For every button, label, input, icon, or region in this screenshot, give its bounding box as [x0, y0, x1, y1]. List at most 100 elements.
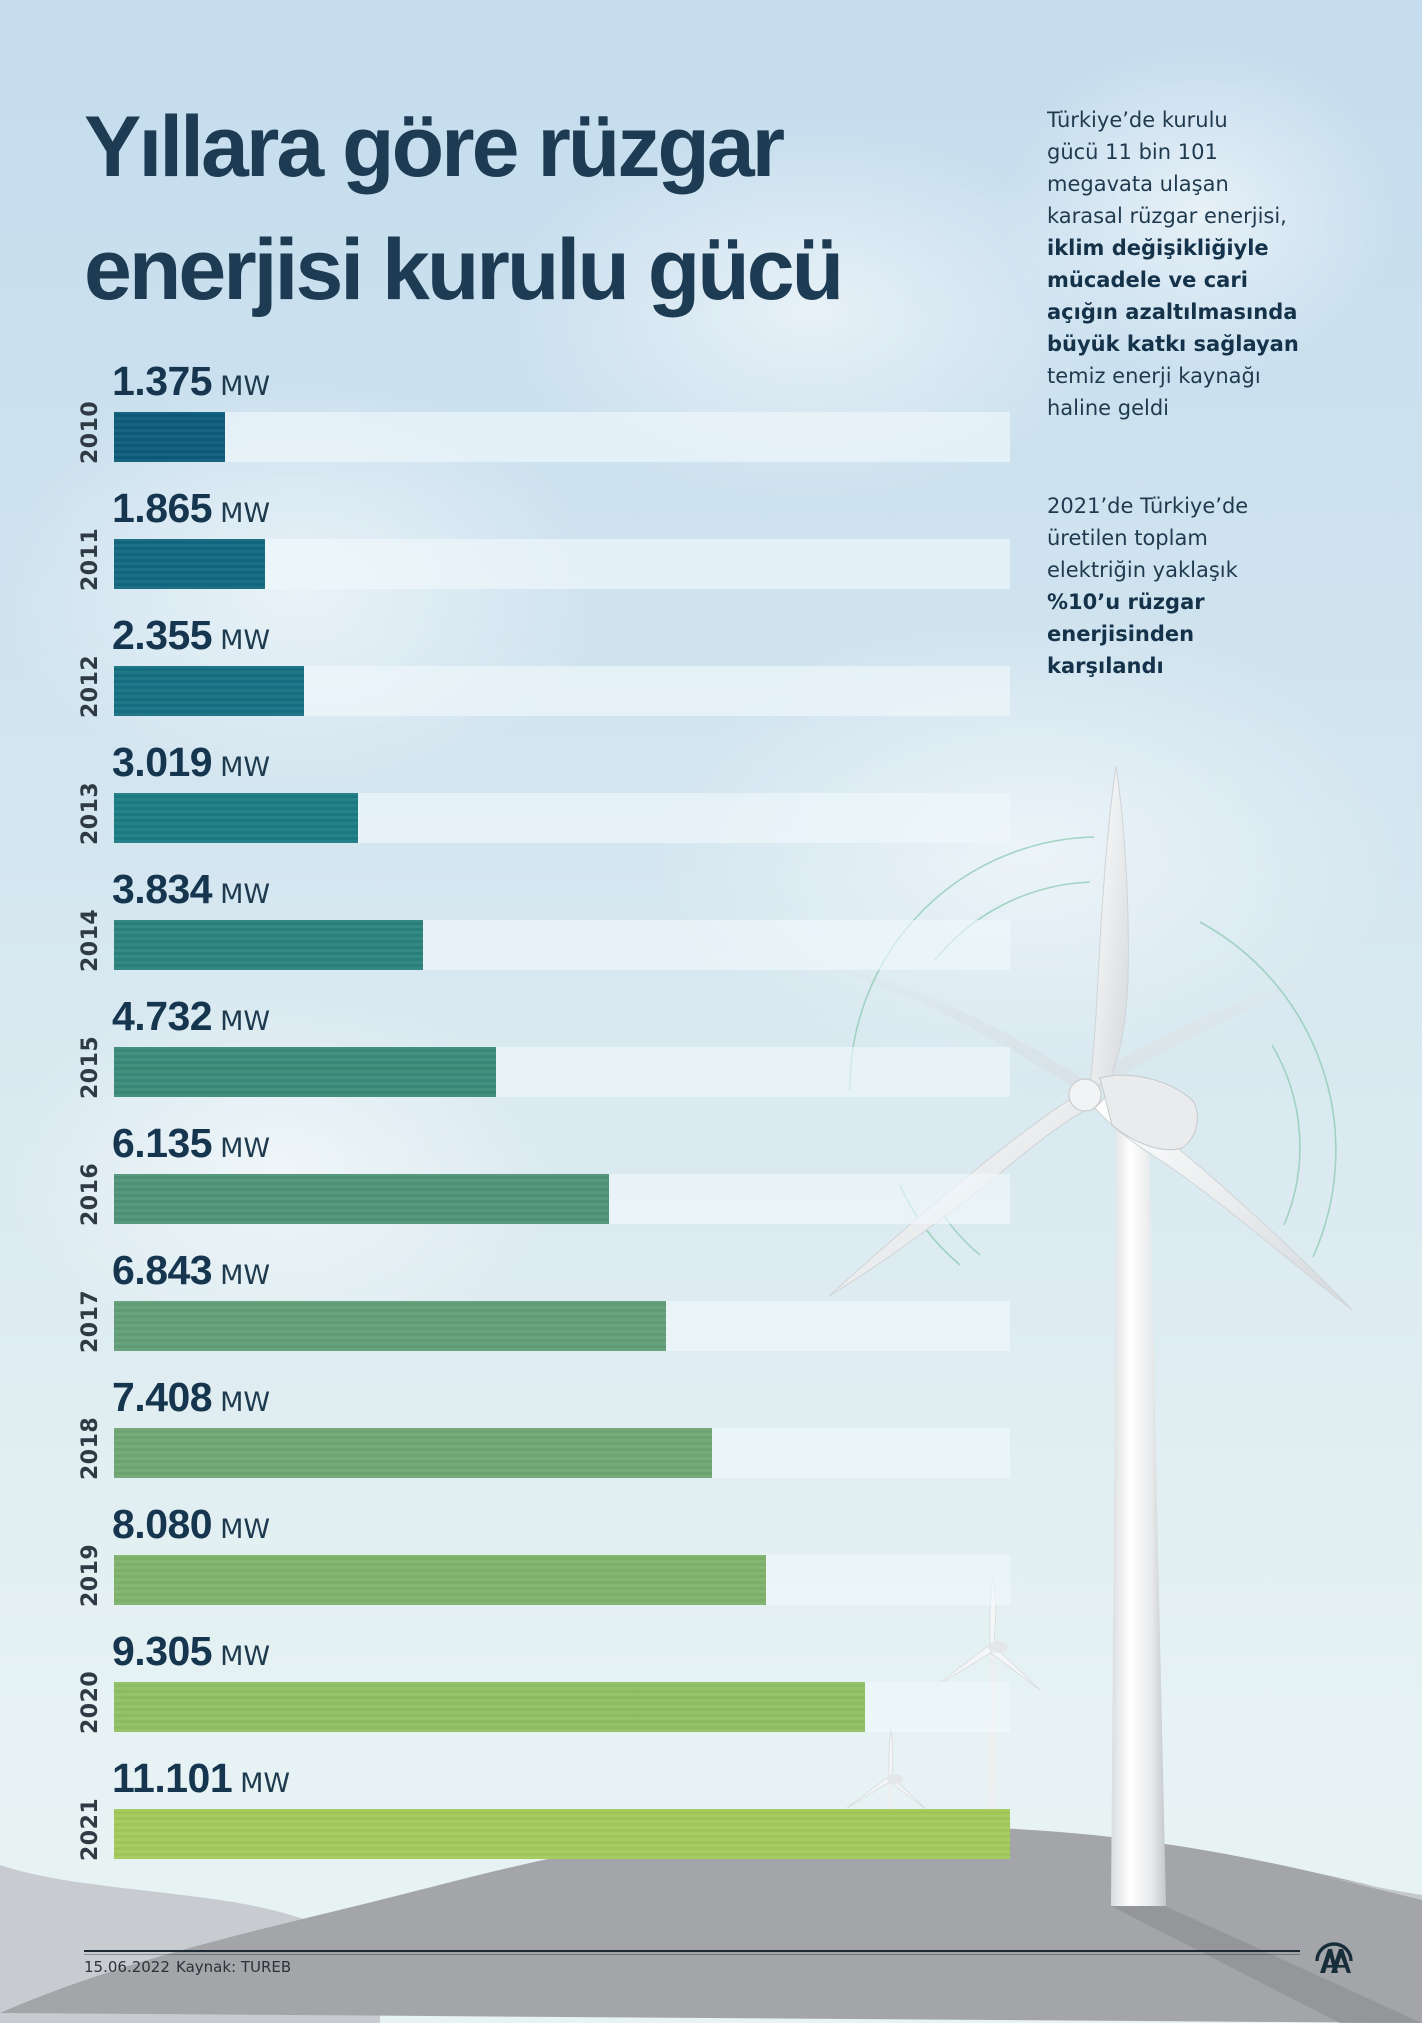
data-label: 1.865 MW	[112, 485, 270, 532]
value-unit: MW	[220, 498, 271, 529]
value-unit: MW	[220, 1641, 271, 1672]
value-unit: MW	[220, 879, 271, 910]
value-number: 6.843	[112, 1247, 213, 1293]
title-line: Yıllara göre rüzgar	[84, 99, 785, 195]
value-number: 3.019	[112, 739, 213, 785]
tower-shadow	[1111, 1906, 1422, 2023]
year-tick-label: 2014	[78, 908, 103, 972]
bar-2012	[114, 666, 305, 716]
turbine-tower	[1111, 1105, 1166, 1906]
text-line: %10’u rüzgar	[1047, 590, 1205, 614]
bar-track	[114, 1809, 1010, 1859]
bar-track	[114, 539, 1010, 589]
footer-source: Kaynak: TUREB	[176, 1958, 292, 1976]
bar-2015	[114, 1047, 496, 1097]
bar-row-2011: 1.865 MW 2011	[0, 479, 1030, 606]
bar-row-2019: 8.080 MW 2019	[0, 1495, 1030, 1622]
description-paragraph: Türkiye’de kurulu gücü 11 bin 101 megavata…	[1047, 104, 1407, 424]
footer-divider-thin	[84, 1954, 1300, 1955]
data-label: 1.375 MW	[112, 358, 270, 405]
year-tick-label: 2016	[78, 1162, 103, 1226]
turbine-hub	[1068, 1078, 1102, 1112]
bar-track	[114, 1555, 1010, 1605]
blade-motion-blur	[800, 960, 1350, 1095]
bar-track	[114, 1174, 1010, 1224]
cloud-decoration	[0, 980, 560, 1360]
turbine-nacelle	[1099, 1074, 1198, 1151]
value-number: 1.865	[112, 485, 213, 531]
turbine-blade	[1089, 765, 1129, 1086]
text-line: karasal rüzgar enerjisi,	[1047, 204, 1287, 228]
text-line: megavata ulaşan	[1047, 172, 1229, 196]
bar-row-2015: 4.732 MW 2015	[0, 987, 1030, 1114]
bar-2013	[114, 793, 358, 843]
small-turbine	[846, 1724, 928, 1812]
data-label: 6.843 MW	[112, 1247, 270, 1294]
bar-track	[114, 920, 1010, 970]
value-number: 11.101	[112, 1755, 233, 1801]
bar-row-2010: 1.375 MW 2010	[0, 352, 1030, 479]
bar-row-2021: 11.101 MW 2021	[0, 1749, 1030, 1876]
bar-2021	[114, 1809, 1010, 1859]
text-line: açığın azaltılmasında	[1047, 300, 1298, 324]
data-label: 2.355 MW	[112, 612, 270, 659]
year-tick-label: 2015	[78, 1035, 103, 1099]
text-line: elektriğin yaklaşık	[1047, 558, 1238, 582]
data-label: 4.732 MW	[112, 993, 270, 1040]
bar-row-2013: 3.019 MW 2013	[0, 733, 1030, 860]
value-number: 1.375	[112, 358, 213, 404]
value-unit: MW	[220, 1387, 271, 1418]
hill-main	[0, 1825, 1422, 2023]
data-label: 9.305 MW	[112, 1628, 270, 1675]
bar-track	[114, 1047, 1010, 1097]
year-tick-label: 2013	[78, 781, 103, 845]
title-line: enerjisi kurulu gücü	[84, 222, 844, 318]
year-tick-label: 2010	[78, 400, 103, 464]
value-unit: MW	[220, 1006, 271, 1037]
text-line: enerjisinden	[1047, 622, 1195, 646]
bar-2016	[114, 1174, 610, 1224]
data-label: 11.101 MW	[112, 1755, 290, 1802]
year-tick-label: 2019	[78, 1543, 103, 1607]
bar-row-2018: 7.408 MW 2018	[0, 1368, 1030, 1495]
statistic-paragraph: 2021’de Türkiye’de üretilen toplam elektri…	[1047, 490, 1407, 682]
value-number: 2.355	[112, 612, 213, 658]
year-tick-label: 2018	[78, 1416, 103, 1480]
value-unit: MW	[220, 1514, 271, 1545]
value-number: 3.834	[112, 866, 213, 912]
value-unit: MW	[220, 371, 271, 402]
bar-2018	[114, 1428, 712, 1478]
bar-track	[114, 1682, 1010, 1732]
bar-2019	[114, 1555, 767, 1605]
bar-row-2017: 6.843 MW 2017	[0, 1241, 1030, 1368]
bar-track	[114, 666, 1010, 716]
bar-2010	[114, 412, 225, 462]
bar-2017	[114, 1301, 667, 1351]
text-line: büyük katkı sağlayan	[1047, 332, 1299, 356]
value-number: 9.305	[112, 1628, 213, 1674]
cloud-decoration	[1000, 40, 1400, 380]
year-tick-label: 2021	[78, 1797, 103, 1861]
text-line: karşılandı	[1047, 654, 1164, 678]
year-tick-label: 2011	[78, 527, 103, 591]
text-line: temiz enerji kaynağı	[1047, 364, 1261, 388]
value-number: 8.080	[112, 1501, 213, 1547]
bar-row-2020: 9.305 MW 2020	[0, 1622, 1030, 1749]
text-line: mücadele ve cari	[1047, 268, 1248, 292]
text-line: haline geldi	[1047, 396, 1170, 420]
year-tick-label: 2017	[78, 1289, 103, 1353]
hill-right	[1300, 1870, 1422, 1900]
bar-2014	[114, 920, 424, 970]
data-label: 7.408 MW	[112, 1374, 270, 1421]
value-number: 7.408	[112, 1374, 213, 1420]
year-tick-label: 2020	[78, 1670, 103, 1734]
bar-track	[114, 1428, 1010, 1478]
footer-date: 15.06.2022	[84, 1958, 170, 1976]
value-number: 6.135	[112, 1120, 213, 1166]
data-label: 6.135 MW	[112, 1120, 270, 1167]
footer-divider	[84, 1950, 1300, 1952]
text-line: Türkiye’de kurulu	[1047, 108, 1228, 132]
page-title: Yıllara göre rüzgar enerjisi kurulu gücü	[84, 86, 984, 332]
bar-2011	[114, 539, 265, 589]
bar-row-2016: 6.135 MW 2016	[0, 1114, 1030, 1241]
